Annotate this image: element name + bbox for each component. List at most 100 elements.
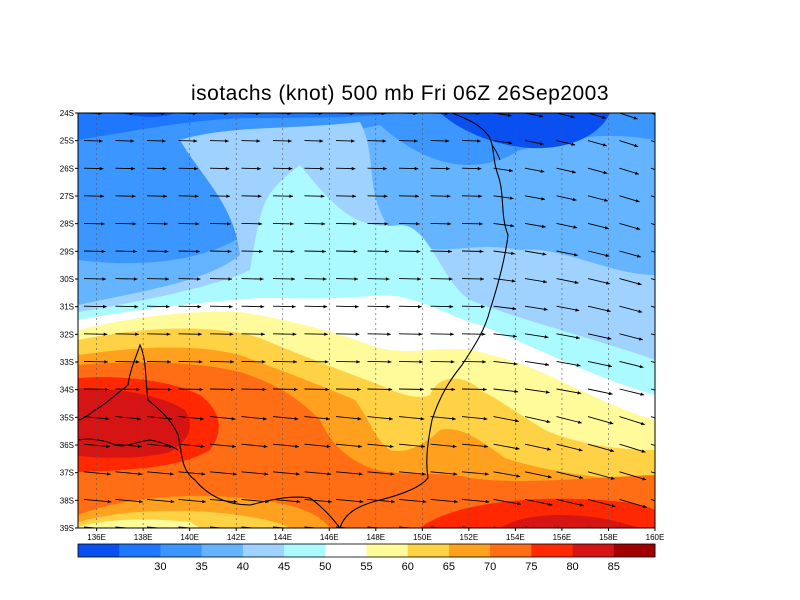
wind-vector-head	[668, 255, 672, 258]
wind-vector-head	[102, 277, 106, 281]
wind-vector-head	[139, 499, 143, 504]
wind-vector	[241, 471, 269, 475]
wind-vector	[556, 471, 584, 479]
wind-vector-head	[255, 113, 260, 116]
wind-vector-head	[541, 224, 546, 229]
longitude-labels: 136E 138E 140E 142E 144E 146E 148E 150E 152E 154E…	[87, 528, 664, 542]
lat-label: 28S	[60, 220, 74, 229]
wind-vector	[178, 333, 202, 335]
wind-vector-head	[667, 200, 671, 203]
wind-vector	[146, 416, 173, 420]
wind-vector-head	[477, 139, 481, 143]
wind-vector-head	[577, 391, 582, 395]
wind-vector	[272, 360, 298, 363]
wind-vector-head	[387, 332, 391, 336]
wind-vector-head	[454, 499, 458, 504]
wind-vector-head	[164, 249, 169, 254]
wind-vector-head	[573, 225, 578, 229]
wind-vector	[335, 278, 359, 280]
wind-vector-head	[579, 475, 584, 480]
wind-vector	[587, 305, 611, 312]
wind-vector-head	[610, 476, 615, 480]
wind-vector-head	[513, 362, 518, 366]
wind-vector	[556, 360, 581, 367]
wind-vector	[461, 416, 488, 420]
lon-label: 152E	[460, 533, 479, 542]
wind-vector	[178, 278, 201, 280]
wind-vector	[146, 526, 164, 528]
wind-vector-head	[263, 444, 268, 449]
wind-vector-head	[198, 332, 202, 336]
wind-vector-head	[324, 332, 328, 336]
wind-vector	[209, 278, 233, 280]
wind-vector-head	[196, 277, 201, 281]
wind-vector-head	[326, 417, 330, 421]
wind-vector	[209, 305, 233, 308]
wind-vector-head	[294, 417, 299, 421]
wind-vector-head	[137, 417, 141, 421]
wind-vector	[241, 416, 267, 420]
wind-vector	[587, 471, 615, 480]
wind-vector-head	[570, 114, 575, 119]
wind-vector	[619, 443, 646, 453]
wind-vector	[83, 498, 112, 503]
wind-vector	[461, 278, 485, 280]
wind-vector-head	[354, 277, 358, 281]
wind-vector-head	[641, 449, 646, 453]
wind-vector	[115, 333, 139, 335]
wind-vector-head	[107, 499, 112, 504]
wind-vector	[272, 443, 300, 448]
wind-vector-head	[167, 360, 171, 364]
wind-vector-head	[637, 281, 642, 286]
wind-vector-head	[198, 360, 203, 364]
wind-vector-head	[135, 332, 139, 336]
wind-vector-head	[225, 166, 230, 171]
lon-label: 148E	[366, 533, 385, 542]
wind-vector-head	[324, 360, 329, 364]
lon-label: 140E	[180, 533, 199, 542]
wind-vector	[461, 498, 490, 503]
wind-vector-head	[296, 499, 301, 504]
wind-vector-head	[106, 444, 110, 449]
wind-vector-head	[291, 277, 295, 281]
wind-vector-head	[197, 304, 202, 309]
wind-vector-head	[542, 252, 547, 256]
wind-vector-head	[451, 387, 456, 392]
lat-label: 39S	[60, 524, 74, 533]
wind-vector-head	[674, 505, 678, 508]
wind-vector	[619, 471, 647, 481]
lon-label: 154E	[506, 533, 525, 542]
wind-vector	[398, 416, 425, 420]
wind-vector	[367, 471, 395, 475]
wind-vector-head	[295, 444, 299, 449]
wind-vector	[524, 305, 548, 311]
colorbar-label: 55	[360, 561, 372, 573]
wind-vector	[115, 305, 139, 308]
wind-vector	[115, 443, 142, 448]
lat-label: 36S	[60, 441, 74, 450]
wind-vector-head	[98, 113, 102, 116]
wind-vector	[430, 278, 453, 280]
wind-vector	[178, 443, 205, 448]
wind-vector	[367, 333, 391, 335]
wind-vector-head	[389, 444, 394, 449]
wind-vector	[335, 388, 361, 390]
colorbar	[77, 543, 656, 558]
wind-vector-head	[193, 139, 198, 143]
wind-vector-head	[131, 166, 135, 171]
wind-vector-head	[452, 417, 456, 421]
wind-vector	[272, 471, 300, 475]
wind-vector	[587, 360, 613, 368]
map-title: isotachs (knot) 500 mb Fri 06Z 26Sep2003	[190, 82, 610, 105]
wind-vector-head	[446, 166, 450, 171]
wind-vector-head	[636, 254, 641, 258]
colorbar-label: 80	[566, 561, 578, 573]
wind-vector	[556, 278, 579, 284]
wind-vector-head	[288, 139, 292, 143]
wind-vector-head	[414, 139, 418, 143]
wind-vector	[241, 360, 266, 363]
wind-vector-head	[229, 304, 233, 309]
wind-vector	[304, 416, 330, 420]
wind-vector-head	[603, 170, 608, 175]
